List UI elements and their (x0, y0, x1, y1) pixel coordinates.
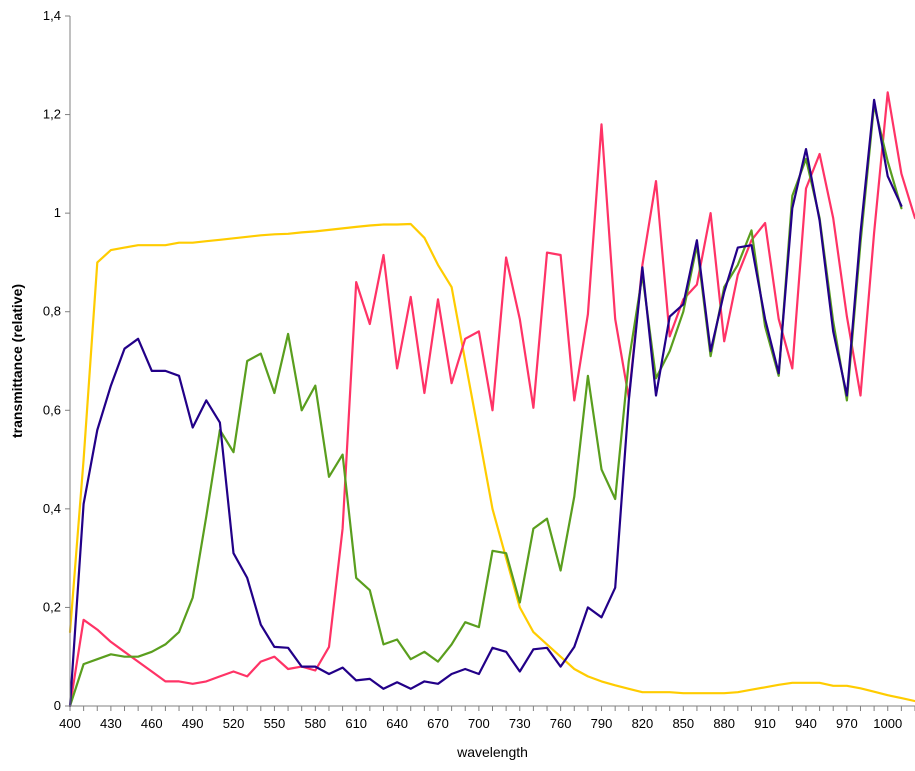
x-tick-label: 610 (345, 716, 367, 731)
x-tick-label: 490 (182, 716, 204, 731)
y-tick-label: 0,4 (43, 501, 61, 516)
x-tick-label: 790 (591, 716, 613, 731)
y-tick-label: 1 (54, 205, 61, 220)
y-tick-label: 1,2 (43, 107, 61, 122)
x-tick-label: 520 (223, 716, 245, 731)
x-axis-ticks: 400 430 460 490 520 550 580 610 640 670 700 730 760 7… (59, 706, 915, 731)
x-tick-label: 940 (795, 716, 817, 731)
x-tick-label: 460 (141, 716, 163, 731)
x-tick-label: 400 (59, 716, 81, 731)
y-axis-ticks: 0 0,2 0,4 0,6 0,8 1 1,2 1,4 (43, 8, 70, 713)
x-tick-label: 910 (754, 716, 776, 731)
series-layer (68, 91, 915, 708)
x-tick-label: 880 (713, 716, 735, 731)
x-axis-label: wavelength (456, 744, 528, 760)
y-tick-label: 0,6 (43, 402, 61, 417)
x-tick-label: 640 (386, 716, 408, 731)
x-tick-label: 430 (100, 716, 122, 731)
y-axis-label: transmittance (relative) (9, 284, 25, 438)
x-tick-label: 700 (468, 716, 490, 731)
axes-layer (69, 16, 915, 707)
x-tick-label: 670 (427, 716, 449, 731)
y-tick-label: 0 (54, 698, 61, 713)
x-tick-label: 730 (509, 716, 531, 731)
x-tick-label: 760 (550, 716, 572, 731)
y-tick-label: 0,8 (43, 304, 61, 319)
series-line-3 (68, 103, 903, 708)
series-line-1 (68, 222, 915, 703)
series-line-2 (68, 91, 915, 708)
x-tick-label: 970 (836, 716, 858, 731)
x-tick-label: 550 (264, 716, 286, 731)
y-tick-label: 1,4 (43, 8, 61, 23)
y-tick-label: 0,2 (43, 599, 61, 614)
series-line-4 (68, 98, 903, 708)
x-tick-label: 850 (672, 716, 694, 731)
x-tick-label: 580 (304, 716, 326, 731)
x-tick-label: 820 (632, 716, 654, 731)
x-tick-label: 1000 (873, 716, 902, 731)
